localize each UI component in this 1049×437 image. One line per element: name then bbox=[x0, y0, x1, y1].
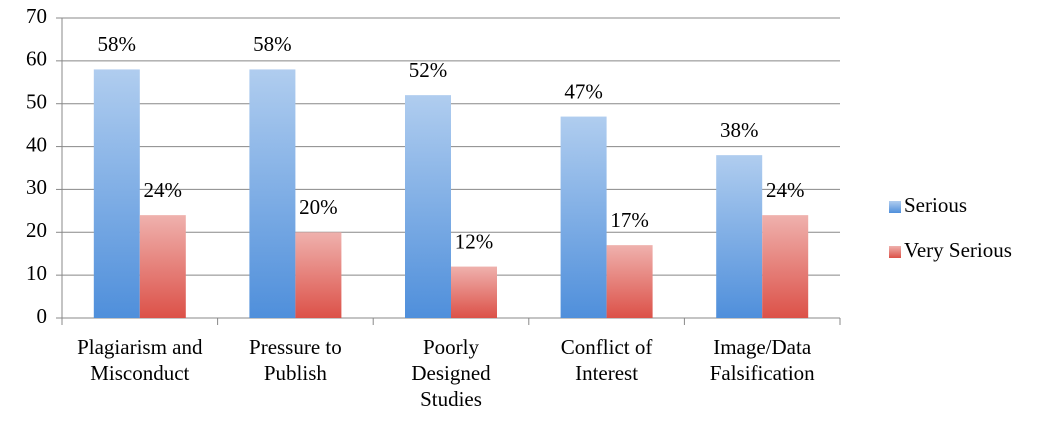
legend-swatch bbox=[889, 201, 901, 213]
data-label: 47% bbox=[564, 79, 603, 103]
x-tick-label: Poorly Designed Studies bbox=[411, 335, 491, 411]
bar bbox=[762, 215, 809, 318]
bar bbox=[249, 69, 296, 318]
x-tick-label: Pressure to Publish bbox=[249, 335, 342, 385]
legend-swatch bbox=[889, 246, 901, 258]
x-tick-label: Conflict of Interest bbox=[560, 335, 653, 385]
data-label: 38% bbox=[720, 118, 759, 142]
data-label: 20% bbox=[299, 195, 338, 219]
bar bbox=[606, 245, 653, 318]
bar bbox=[405, 95, 451, 319]
bar bbox=[716, 155, 763, 318]
bar bbox=[560, 116, 607, 318]
y-tick-label: 50 bbox=[26, 90, 47, 114]
bar bbox=[295, 232, 342, 318]
data-label: 24% bbox=[766, 178, 805, 202]
data-label: 58% bbox=[253, 32, 292, 56]
y-tick-label: 60 bbox=[26, 47, 47, 71]
data-label: 58% bbox=[98, 32, 137, 56]
y-tick-label: 10 bbox=[26, 261, 47, 285]
data-label: 12% bbox=[455, 229, 494, 253]
data-label: 52% bbox=[409, 58, 448, 82]
legend-label: Serious bbox=[904, 193, 967, 217]
bar bbox=[451, 266, 497, 318]
bar bbox=[93, 69, 140, 318]
bar bbox=[139, 215, 186, 318]
y-tick-label: 0 bbox=[37, 304, 48, 328]
x-tick-label: Image/Data Falsification bbox=[709, 335, 815, 385]
y-tick-label: 40 bbox=[26, 132, 47, 156]
x-tick-label: Plagiarism and Misconduct bbox=[77, 335, 203, 385]
data-label: 24% bbox=[144, 178, 183, 202]
y-tick-label: 20 bbox=[26, 218, 47, 242]
legend-label: Very Serious bbox=[904, 238, 1012, 262]
data-label: 17% bbox=[610, 208, 649, 232]
y-tick-label: 30 bbox=[26, 175, 47, 199]
y-tick-label: 70 bbox=[26, 4, 47, 28]
